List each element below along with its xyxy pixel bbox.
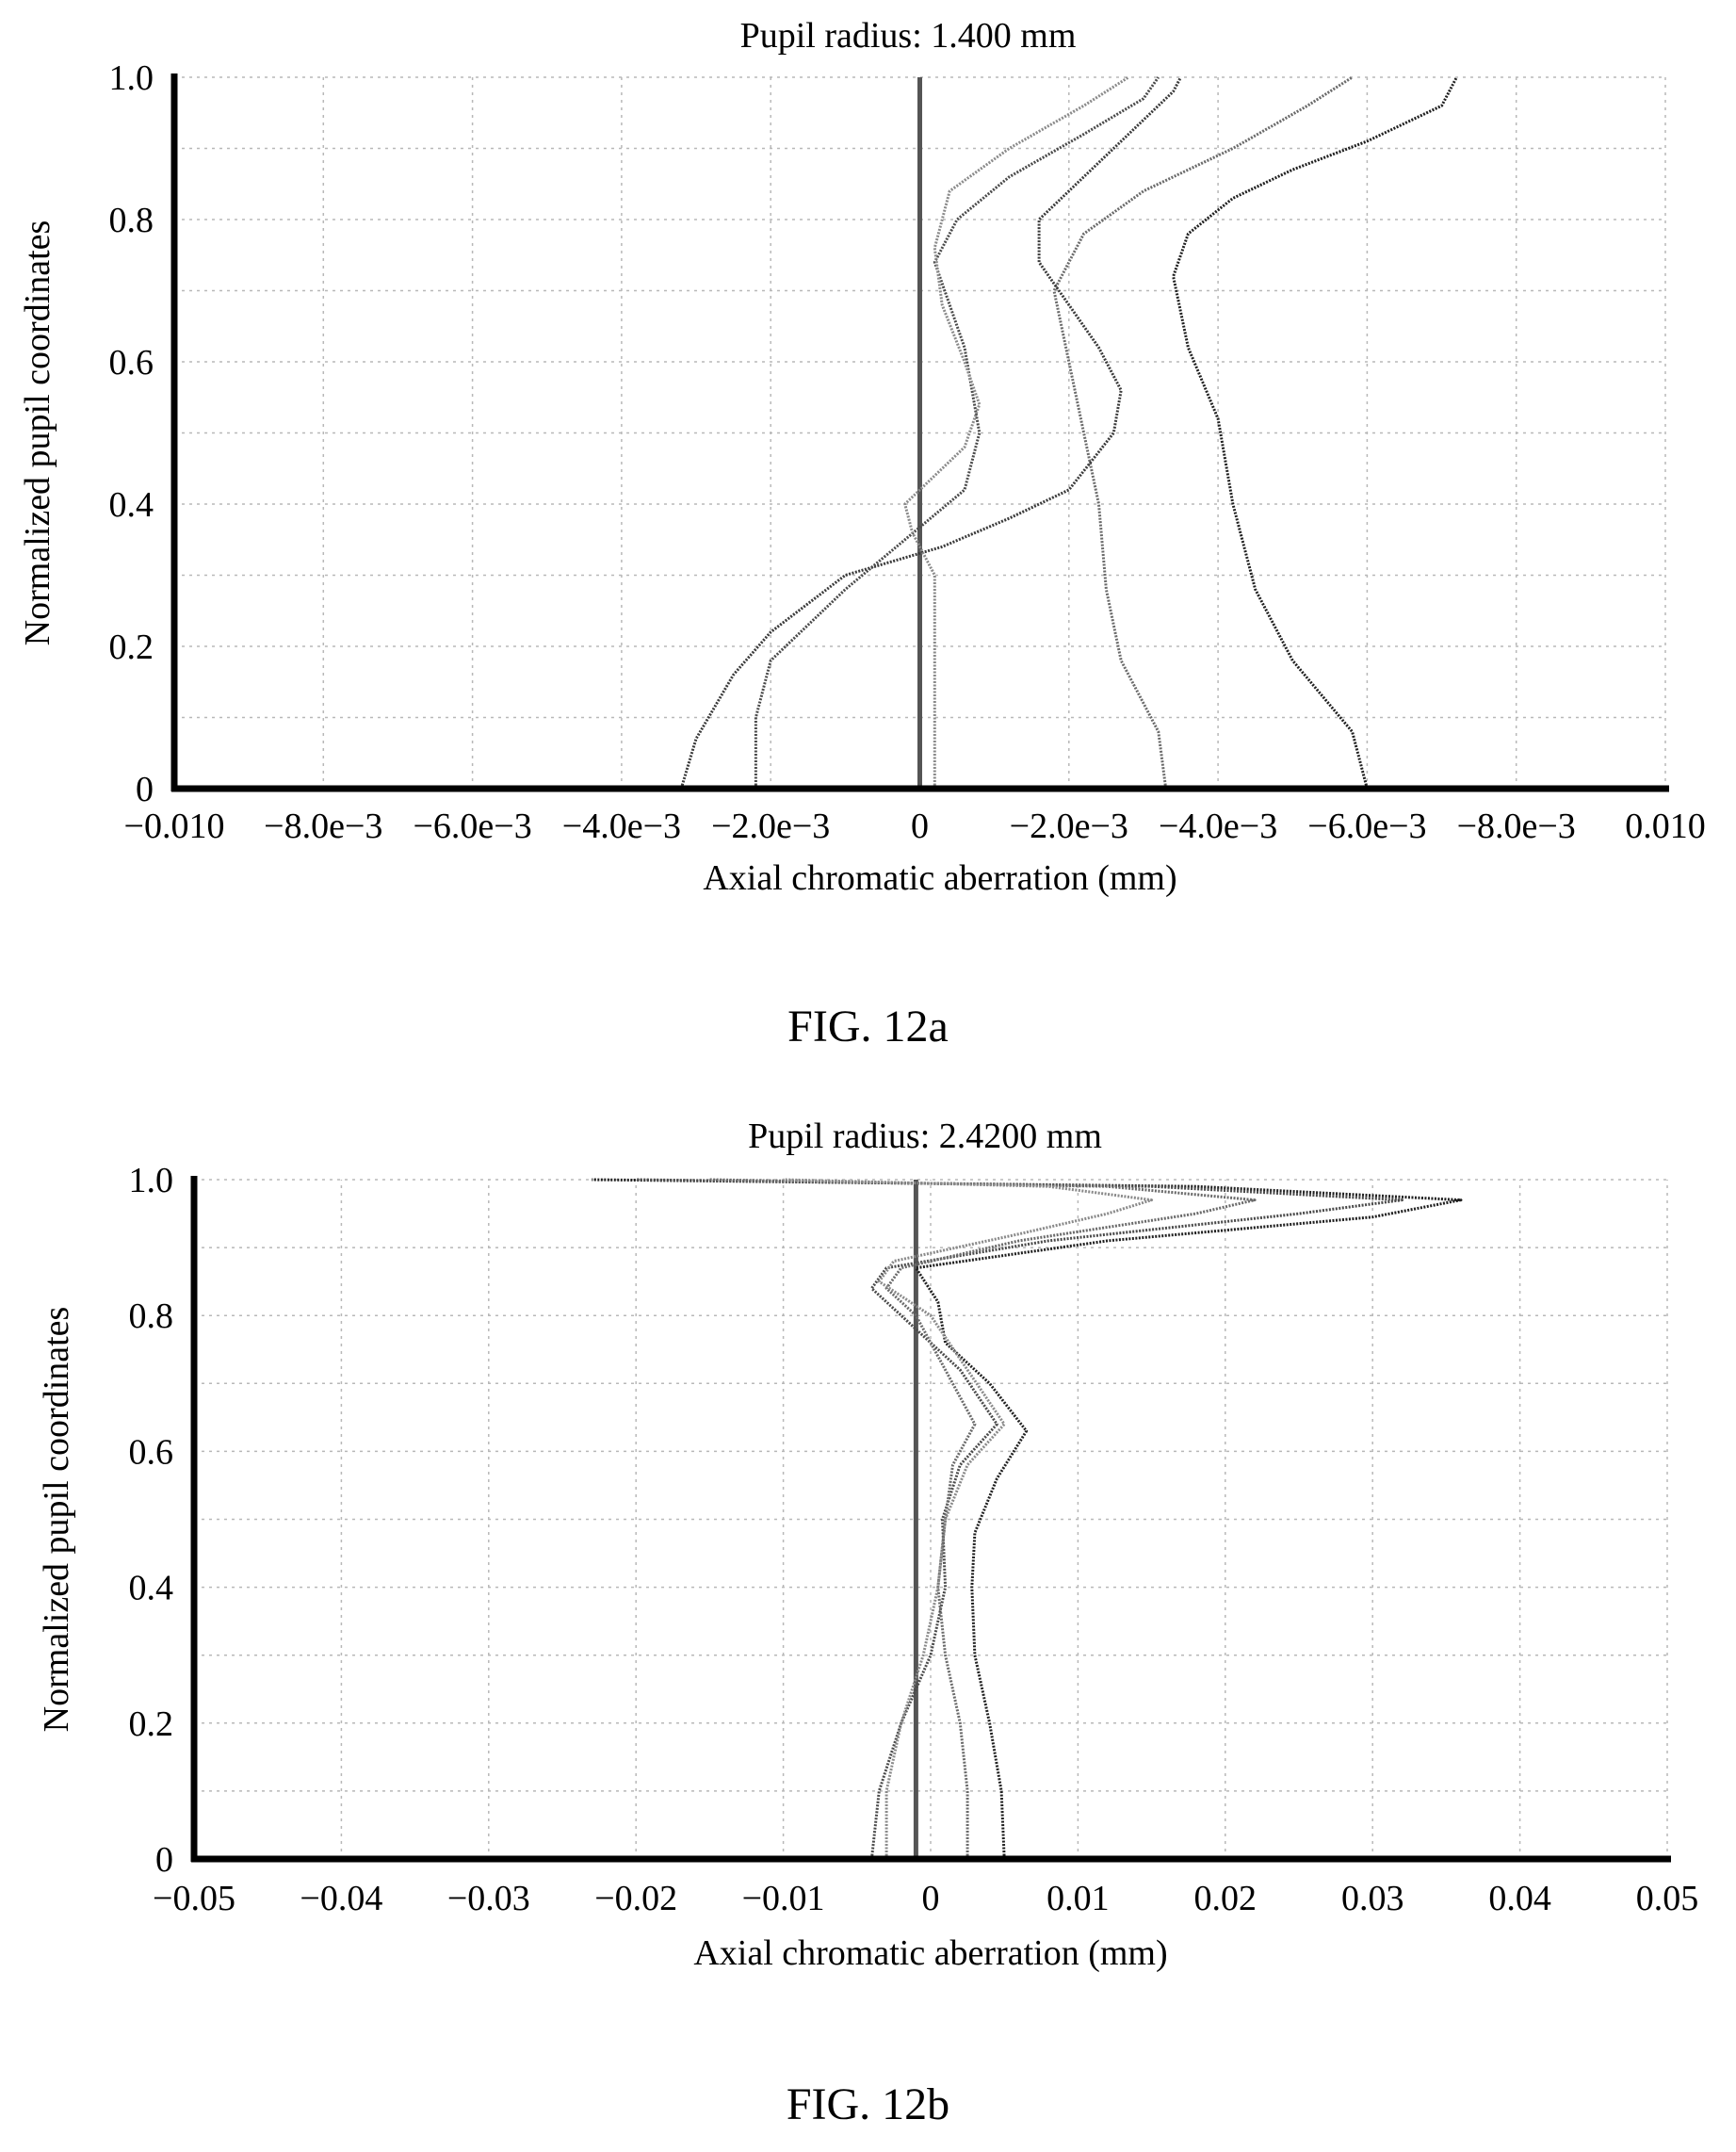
x-tick-label: −2.0e−3: [1010, 807, 1128, 846]
y-tick-label: 1.0: [109, 58, 154, 98]
y-axis-label: Normalized pupil coordinates: [18, 220, 57, 646]
y-tick-label: 0.4: [129, 1569, 174, 1608]
series-line-3: [679, 76, 1182, 790]
x-tick-label: 0.03: [1341, 1879, 1404, 1918]
figure-12b: 0 0.2 0.4 0.6 0.8 1.0 −0.05 −0.04 −0.03 −0.02 −0.0…: [0, 1093, 1736, 2152]
series-line-1: [1172, 76, 1458, 790]
x-tick-label: 0.05: [1636, 1879, 1699, 1918]
x-tick-label: −4.0e−3: [562, 807, 681, 846]
series-line-1: [592, 1178, 1463, 1860]
y-tick-label: 0.2: [109, 628, 154, 667]
chart-title: Pupil radius: 2.4200 mm: [748, 1117, 1102, 1156]
x-tick-label: 0.010: [1625, 807, 1706, 846]
x-tick-label: 0: [922, 1879, 940, 1918]
y-tick-label: 0.8: [129, 1296, 174, 1336]
x-tick-label: −0.02: [594, 1879, 677, 1918]
y-tick-label: 0.2: [129, 1704, 174, 1744]
x-tick-label: −0.010: [124, 807, 225, 846]
x-tick-label: −2.0e−3: [711, 807, 830, 846]
series-line-2: [636, 1178, 1403, 1860]
y-tick-label: 0.4: [109, 485, 154, 525]
figure-12a: 0 0.2 0.4 0.6 0.8 1.0 −0.010 −8.0e−3 −6.0e−3 −4.0…: [0, 0, 1736, 1074]
x-tick-label: −6.0e−3: [413, 807, 531, 846]
series-group: [592, 1178, 1463, 1860]
x-tick-label: −4.0e−3: [1159, 807, 1277, 846]
x-tick-label: −0.01: [742, 1879, 825, 1918]
y-axis-label: Normalized pupil coordinates: [37, 1307, 76, 1733]
series-line-2: [1052, 75, 1354, 790]
y-tick-label: 0.6: [109, 343, 154, 383]
series-group: [679, 75, 1458, 790]
x-tick-label: −6.0e−3: [1307, 807, 1426, 846]
chart-12b: 0 0.2 0.4 0.6 0.8 1.0 −0.05 −0.04 −0.03 −0.02 −0.0…: [37, 1117, 1699, 1973]
series-line-5: [903, 75, 1129, 789]
x-tick-label: 0.01: [1046, 1879, 1110, 1918]
y-tick-label: 1.0: [129, 1161, 174, 1200]
chart-12a: 0 0.2 0.4 0.6 0.8 1.0 −0.010 −8.0e−3 −6.0e−3 −4.0…: [18, 16, 1706, 898]
x-tick-label: 0: [911, 807, 929, 846]
y-tick-label: 0: [136, 770, 154, 809]
grid: [194, 1179, 1668, 1859]
series-line-3: [709, 1178, 1257, 1859]
y-tick-label: 0.6: [129, 1432, 174, 1472]
series-line-4: [783, 1178, 1154, 1859]
x-axis-label: Axial chromatic aberration (mm): [703, 858, 1176, 898]
x-tick-label: −8.0e−3: [264, 807, 382, 846]
x-tick-label: −0.04: [300, 1879, 382, 1918]
x-tick-label: −0.03: [447, 1879, 530, 1918]
figure-caption: FIG. 12a: [787, 1002, 949, 1052]
y-tick-label: 0: [155, 1840, 173, 1880]
x-tick-label: −0.05: [153, 1879, 235, 1918]
x-tick-label: 0.04: [1488, 1879, 1551, 1918]
y-tick-label: 0.8: [109, 201, 154, 240]
x-tick-label: −8.0e−3: [1457, 807, 1576, 846]
figure-caption: FIG. 12b: [786, 2079, 950, 2129]
x-tick-label: 0.02: [1194, 1879, 1257, 1918]
chart-title: Pupil radius: 1.400 mm: [740, 16, 1077, 56]
x-axis-label: Axial chromatic aberration (mm): [693, 1933, 1167, 1973]
